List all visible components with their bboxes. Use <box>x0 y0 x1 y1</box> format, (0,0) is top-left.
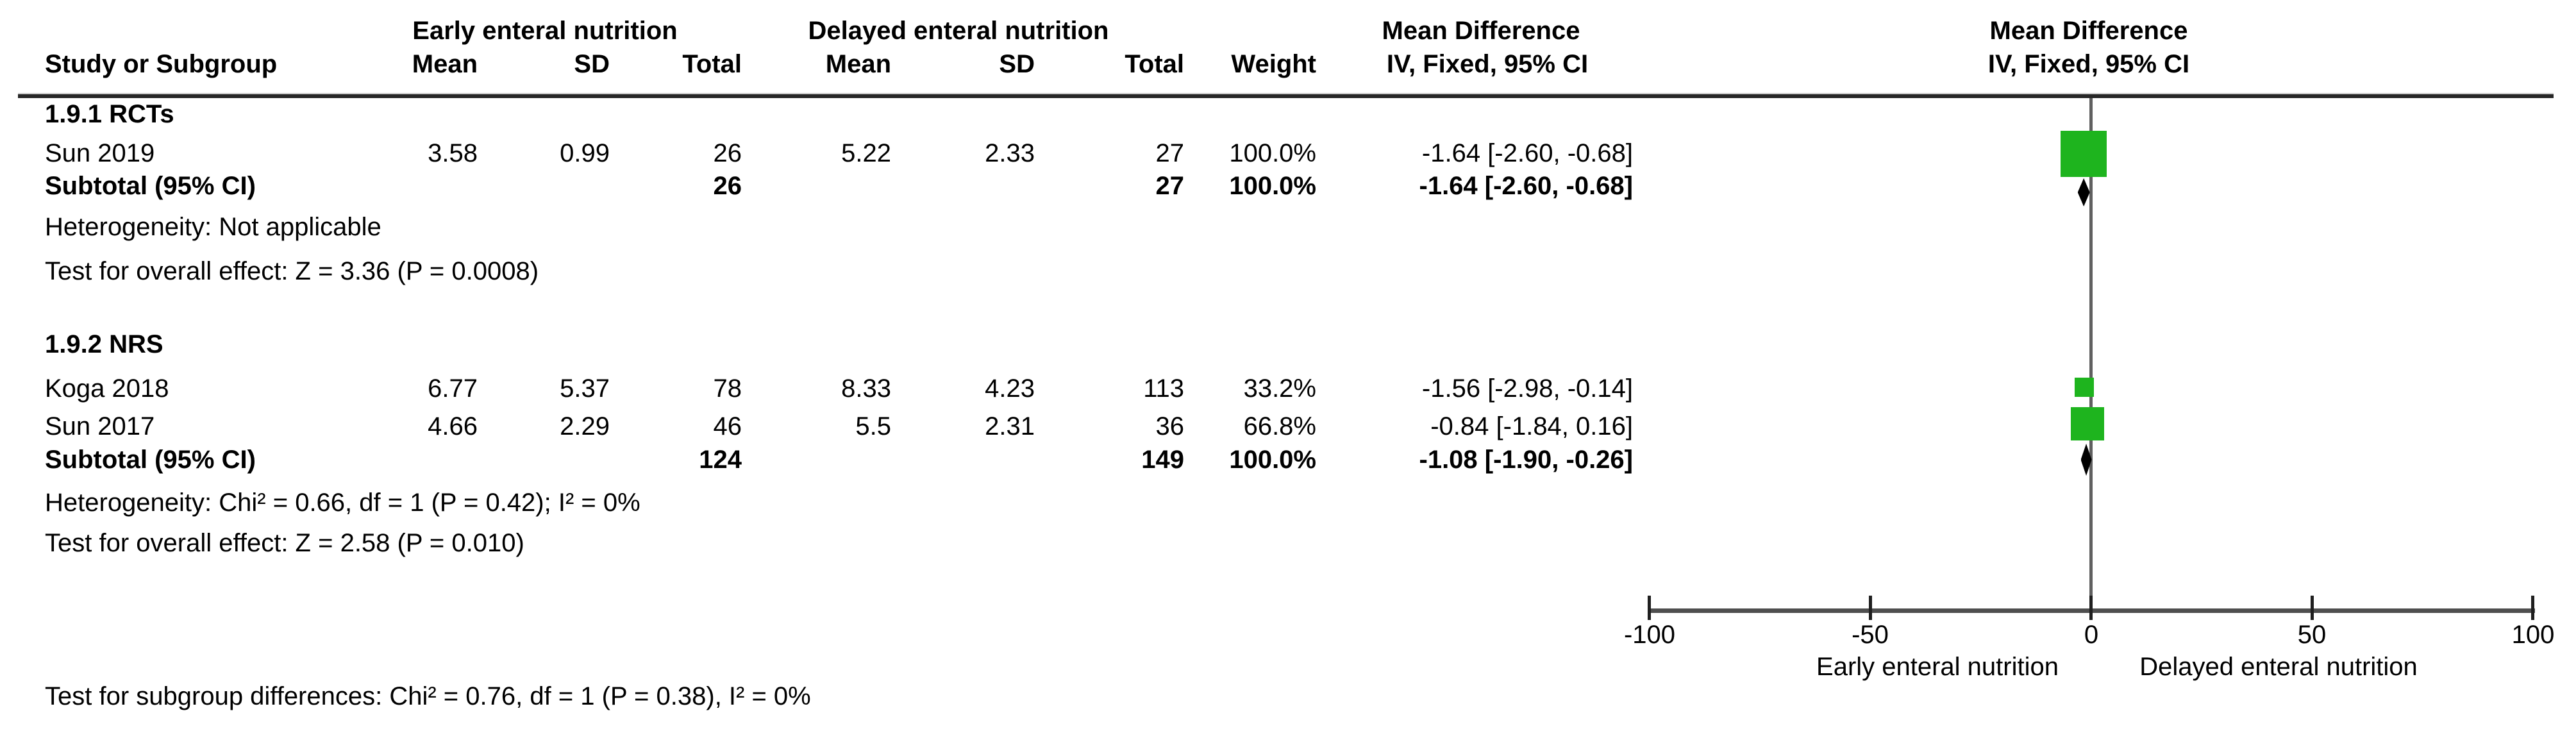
axis-tick-label: 50 <box>2297 621 2327 649</box>
cell-weight: 100.0% <box>1229 172 1316 200</box>
header-group-row: Early enteral nutrition Delayed enteral … <box>0 14 2576 47</box>
cell-mean2: 5.5 <box>855 412 891 440</box>
cell-sd1: 0.99 <box>560 139 610 167</box>
cell-mean1: 6.77 <box>428 374 478 403</box>
study-name: Sun 2019 <box>45 139 155 167</box>
cell-ci: -1.64 [-2.60, -0.68] <box>1421 139 1633 167</box>
subgroup-label: 1.9.2 NRS <box>45 330 163 358</box>
axis-tick-label: 0 <box>2084 621 2099 649</box>
header-group1: Early enteral nutrition <box>412 17 678 45</box>
heterogeneity-text: Heterogeneity: Chi² = 0.66, df = 1 (P = … <box>45 489 640 517</box>
axis-tick-label: -100 <box>1623 621 1676 649</box>
axis-tick <box>1648 596 1651 620</box>
cell-total2: 36 <box>1155 412 1185 440</box>
axis-tick <box>2311 596 2314 620</box>
cell-weight: 66.8% <box>1243 412 1316 440</box>
cell-ci: -1.56 [-2.98, -0.14] <box>1421 374 1633 403</box>
subtotal-label: Subtotal (95% CI) <box>45 446 256 474</box>
cell-mean1: 4.66 <box>428 412 478 440</box>
study-row: Koga 2018 6.77 5.37 78 8.33 4.23 113 33.… <box>0 372 2576 405</box>
axis-caption-left: Early enteral nutrition <box>1816 653 2059 681</box>
subtotal-diamond <box>2080 444 2092 476</box>
axis-caption-right: Delayed enteral nutrition <box>2139 653 2418 681</box>
study-weight-marker <box>2070 407 2104 440</box>
zero-effect-line <box>2089 98 2093 611</box>
subtotal-row: Subtotal (95% CI) 26 27 100.0% -1.64 [-2… <box>0 169 2576 203</box>
subgroup-label-row: 1.9.2 NRS <box>0 328 2576 361</box>
cell-total1: 26 <box>713 139 742 167</box>
header-group2: Delayed enteral nutrition <box>808 17 1109 45</box>
subgroup-differences-text: Test for subgroup differences: Chi² = 0.… <box>45 682 811 710</box>
column-header-method-plot: IV, Fixed, 95% CI <box>1987 50 2190 78</box>
cell-total2: 27 <box>1155 172 1185 200</box>
cell-total1: 78 <box>713 374 742 403</box>
axis-tick-label: 100 <box>2511 621 2555 649</box>
cell-sd1: 2.29 <box>560 412 610 440</box>
column-header-mean1: Mean <box>412 50 478 78</box>
cell-mean2: 8.33 <box>841 374 891 403</box>
axis-tick <box>1869 596 1872 620</box>
heterogeneity-row: Heterogeneity: Not applicable <box>0 210 2576 244</box>
cell-total2: 27 <box>1155 139 1185 167</box>
study-row: Sun 2017 4.66 2.29 46 5.5 2.31 36 66.8% … <box>0 410 2576 443</box>
subtotal-label: Subtotal (95% CI) <box>45 172 256 200</box>
overall-effect-text: Test for overall effect: Z = 3.36 (P = 0… <box>45 257 539 285</box>
cell-sd2: 2.31 <box>985 412 1035 440</box>
axis-tick <box>2089 596 2093 620</box>
subgroup-label: 1.9.1 RCTs <box>45 100 174 128</box>
header-effect-label-plot: Mean Difference <box>1989 17 2188 45</box>
column-header-sd1: SD <box>574 50 610 78</box>
column-header-total2: Total <box>1125 50 1184 78</box>
overall-effect-row: Test for overall effect: Z = 2.58 (P = 0… <box>0 526 2576 560</box>
cell-weight: 100.0% <box>1229 446 1316 474</box>
cell-total2: 149 <box>1141 446 1184 474</box>
column-header-mean2: Mean <box>825 50 891 78</box>
axis-tick <box>2531 596 2534 620</box>
cell-weight: 100.0% <box>1229 139 1316 167</box>
cell-weight: 33.2% <box>1243 374 1316 403</box>
axis-tick-label: -50 <box>1852 621 1889 649</box>
cell-sd2: 2.33 <box>985 139 1035 167</box>
header-divider <box>18 93 2554 98</box>
cell-sd2: 4.23 <box>985 374 1035 403</box>
column-header-method-table: IV, Fixed, 95% CI <box>1386 50 1589 78</box>
header-columns-row: Study or Subgroup Mean SD Total Mean SD … <box>0 47 2576 81</box>
cell-total1: 26 <box>713 172 742 200</box>
cell-ci: -0.84 [-1.84, 0.16] <box>1430 412 1633 440</box>
study-name: Sun 2017 <box>45 412 155 440</box>
column-header-study: Study or Subgroup <box>45 50 278 78</box>
subtotal-row: Subtotal (95% CI) 124 149 100.0% -1.08 [… <box>0 443 2576 476</box>
cell-total1: 46 <box>713 412 742 440</box>
header-effect-label-table: Mean Difference <box>1382 17 1580 45</box>
heterogeneity-row: Heterogeneity: Chi² = 0.66, df = 1 (P = … <box>0 486 2576 519</box>
cell-total1: 124 <box>699 446 742 474</box>
study-weight-marker <box>2061 131 2107 177</box>
overall-effect-text: Test for overall effect: Z = 2.58 (P = 0… <box>45 529 524 557</box>
study-weight-marker <box>2074 378 2094 397</box>
cell-ci: -1.64 [-2.60, -0.68] <box>1419 172 1634 200</box>
subgroup-differences-row: Test for subgroup differences: Chi² = 0.… <box>0 680 2576 713</box>
study-name: Koga 2018 <box>45 374 169 403</box>
column-header-total1: Total <box>682 50 742 78</box>
cell-sd1: 5.37 <box>560 374 610 403</box>
cell-mean1: 3.58 <box>428 139 478 167</box>
column-header-weight: Weight <box>1231 50 1316 78</box>
cell-mean2: 5.22 <box>841 139 891 167</box>
heterogeneity-text: Heterogeneity: Not applicable <box>45 213 381 241</box>
column-header-sd2: SD <box>999 50 1035 78</box>
overall-effect-row: Test for overall effect: Z = 3.36 (P = 0… <box>0 255 2576 288</box>
study-row: Sun 2019 3.58 0.99 26 5.22 2.33 27 100.0… <box>0 137 2576 170</box>
cell-ci: -1.08 [-1.90, -0.26] <box>1419 446 1634 474</box>
subgroup-label-row: 1.9.1 RCTs <box>0 97 2576 131</box>
subtotal-diamond <box>2077 178 2090 206</box>
cell-total2: 113 <box>1143 374 1184 403</box>
